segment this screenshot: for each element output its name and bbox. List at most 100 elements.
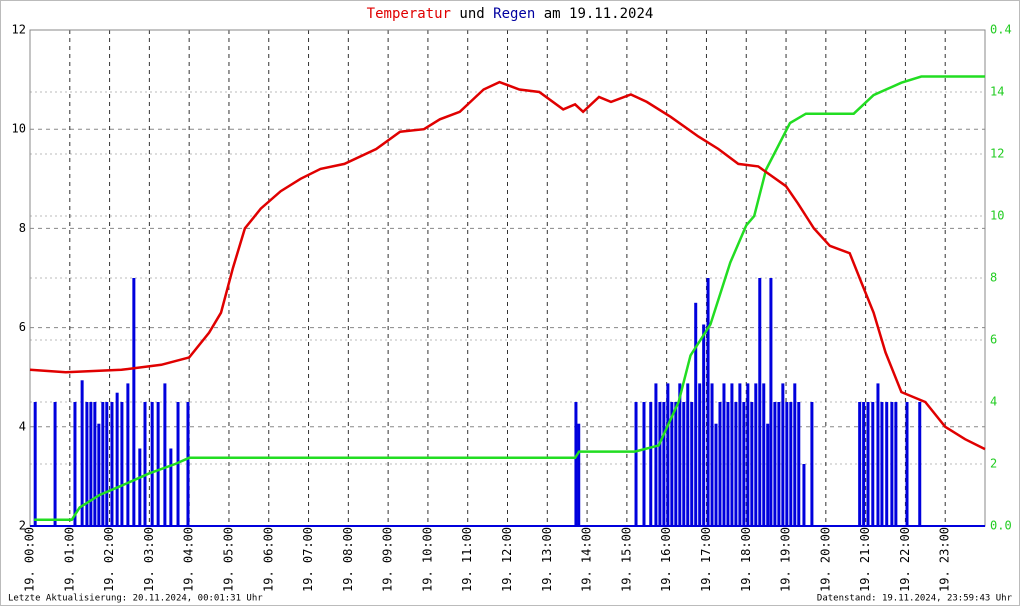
rain-bar — [769, 278, 773, 526]
x-tick-label: 19. 07:00 — [301, 527, 315, 592]
x-tick-label: 19. 04:00 — [182, 527, 196, 592]
rain-bar — [738, 383, 742, 526]
rain-bar — [682, 402, 686, 526]
rain-bar — [726, 402, 730, 526]
rain-bar — [150, 402, 154, 526]
rain-bar — [890, 402, 894, 526]
x-tick-label: 19. 17:00 — [699, 527, 713, 592]
rain-bar — [698, 383, 702, 526]
rain-bar — [750, 402, 754, 526]
rain-bar — [885, 402, 889, 526]
rain-bar — [702, 324, 706, 526]
x-tick-label: 19. 21:00 — [858, 527, 872, 592]
y2-tick-label: 6 — [990, 333, 997, 347]
rain-bar — [758, 278, 762, 526]
rain-bar — [93, 402, 97, 526]
rain-bar — [666, 383, 670, 526]
rain-bar — [101, 402, 105, 526]
x-tick-label: 19. 06:00 — [261, 527, 275, 592]
y-tick-label: 6 — [19, 320, 26, 334]
y-tick-label: 12 — [12, 23, 26, 37]
rain-bar — [810, 402, 814, 526]
rain-bar — [634, 402, 638, 526]
rain-bar — [797, 402, 801, 526]
x-tick-label: 19. 14:00 — [580, 527, 594, 592]
rain-bar — [110, 402, 114, 526]
series-line — [34, 75, 985, 522]
rain-bar — [866, 402, 870, 526]
x-tick-label: 19. 13:00 — [540, 527, 554, 592]
rain-bar — [186, 402, 190, 526]
title-rain: Regen — [493, 6, 535, 22]
y2-tick-label: 0.4 — [990, 23, 1012, 37]
x-tick-label: 19. 10:00 — [420, 527, 434, 592]
rain-bar — [120, 402, 124, 526]
rain-bar — [163, 383, 167, 526]
rain-bar — [97, 423, 101, 526]
rain-bar — [862, 402, 866, 526]
rain-bar — [169, 448, 173, 526]
rain-bar — [658, 402, 662, 526]
rain-bar — [694, 302, 698, 526]
x-tick-label: 19. 15:00 — [619, 527, 633, 592]
rain-bar — [670, 402, 674, 526]
x-tick-label: 19. 01:00 — [62, 527, 76, 592]
y2-tick-label: 8 — [990, 271, 997, 285]
y2-tick-label: 12 — [990, 147, 1004, 161]
rain-bar — [802, 464, 806, 526]
rain-bar — [674, 402, 678, 526]
rain-bar — [105, 402, 109, 526]
rain-bar — [789, 402, 793, 526]
rain-bar — [115, 392, 119, 526]
rain-bar — [871, 402, 875, 526]
y-tick-label: 10 — [12, 122, 26, 136]
rain-bar — [880, 402, 884, 526]
y-tick-label: 4 — [19, 419, 26, 433]
rain-bar — [33, 402, 37, 526]
x-tick-label: 19. 19:00 — [779, 527, 793, 592]
footer-right: Datenstand: 19.11.2024, 23:59:43 Uhr — [817, 594, 1013, 604]
x-tick-label: 19. 08:00 — [341, 527, 355, 592]
rain-bar — [905, 402, 909, 526]
rain-bar — [777, 402, 781, 526]
y-tick-label: 2 — [19, 519, 26, 533]
rain-bar — [706, 278, 710, 526]
series-line — [29, 80, 986, 451]
rain-bar — [53, 402, 57, 526]
x-tick-label: 19. 03:00 — [142, 527, 156, 592]
rain-bar — [126, 383, 130, 526]
rain-bar — [686, 383, 690, 526]
title-suffix: am 19.11.2024 — [544, 6, 654, 22]
rain-bar — [714, 423, 718, 526]
y2-tick-label: 10 — [990, 209, 1004, 223]
x-tick-label: 19. 23:00 — [938, 527, 952, 592]
rain-bar — [785, 402, 789, 526]
rain-bar — [89, 402, 93, 526]
y2-tick-label: 0.0 — [990, 519, 1012, 533]
x-tick-label: 19. 02:00 — [102, 527, 116, 592]
rain-bar — [138, 448, 142, 526]
y2-tick-label: 2 — [990, 457, 997, 471]
rain-bar — [642, 402, 646, 526]
rain-bar — [722, 383, 726, 526]
rain-bar — [649, 402, 653, 526]
rain-bar — [766, 423, 770, 526]
rain-bar — [143, 402, 147, 526]
rain-bar — [574, 402, 578, 526]
rain-bar — [762, 383, 766, 526]
title-temperature: Temperatur — [367, 6, 451, 22]
x-tick-label: 19. 00:00 — [23, 527, 37, 592]
rain-bar — [710, 383, 714, 526]
rain-bar — [918, 402, 922, 526]
y2-tick-label: 4 — [990, 395, 997, 409]
rain-bar — [754, 383, 758, 526]
rain-bar — [742, 402, 746, 526]
rain-bar — [718, 402, 722, 526]
rain-bar — [678, 383, 682, 526]
x-tick-label: 19. 18:00 — [739, 527, 753, 592]
x-tick-label: 19. 22:00 — [898, 527, 912, 592]
rain-bar — [80, 380, 84, 526]
rain-bar — [662, 402, 666, 526]
rain-bar — [156, 402, 160, 526]
